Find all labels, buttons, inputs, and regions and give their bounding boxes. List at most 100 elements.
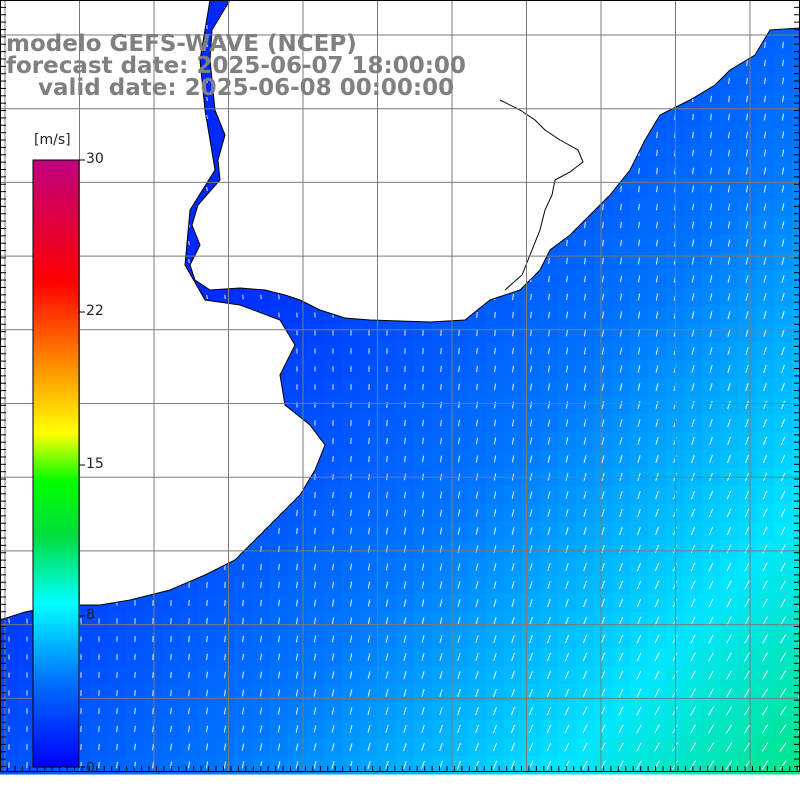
wind-vector [223,761,227,769]
wind-vector [746,59,748,67]
wind-vector [475,527,479,535]
wind-vector [546,724,552,734]
wind-vector [745,239,749,247]
wind-vector [457,688,461,698]
wind-vector [655,508,659,518]
wind-vector [709,436,713,446]
wind-vector [707,760,715,770]
wind-vector [637,401,641,409]
wind-vector [422,419,424,427]
wind-vector [762,508,768,518]
wind-vector [367,725,371,733]
wind-vector [278,653,280,661]
wind-vector [691,401,695,409]
wind-vector [493,617,497,625]
wind-vector [690,706,696,716]
wind-vector [620,239,622,247]
wind-vector [600,742,606,752]
wind-vector [547,634,551,644]
wind-vector [636,580,642,590]
wind-vector [779,760,787,770]
wind-vector [349,617,353,625]
wind-vector [548,293,550,301]
wind-vector [331,617,335,625]
wind-vector [439,581,443,589]
wind-vector [726,706,732,716]
wind-vector [727,436,731,446]
wind-vector [601,544,605,554]
wind-vector [260,635,262,643]
wind-vector [475,652,479,662]
wind-vector [260,617,262,625]
wind-vector [206,42,208,48]
wind-vector [618,616,624,626]
wind-vector [403,527,407,535]
wind-vector [619,455,623,463]
wind-vector [511,455,515,463]
field-cell [792,666,800,685]
wind-vector [206,294,208,300]
wind-vector [746,113,748,121]
wind-vector [601,347,605,355]
field-cell [792,324,800,343]
wind-vector [547,509,551,517]
wind-vector [494,383,496,391]
wind-vector [727,311,731,319]
wind-vector [638,203,640,211]
wind-vector [654,688,660,698]
wind-vector [314,527,316,535]
wind-vector [565,437,569,445]
wind-vector [691,365,695,373]
field-cell [792,54,800,73]
wind-vector [655,490,659,500]
wind-vector [528,724,534,734]
wind-vector [493,545,497,553]
wind-vector [636,760,642,770]
wind-vector [564,688,570,698]
wind-vector [546,742,552,752]
wind-vector [709,239,713,247]
wind-vector [278,599,280,607]
wind-vector [440,401,442,409]
wind-vector [725,760,733,770]
wind-vector [763,221,767,229]
wind-vector [493,437,497,445]
wind-vector [368,527,370,535]
field-cell [792,594,800,613]
wind-vector [780,580,786,590]
wind-vector [566,311,568,319]
wind-vector [637,383,641,391]
wind-vector [781,149,785,157]
field-cell [792,342,800,361]
wind-vector [583,455,587,463]
wind-vector [637,490,641,500]
wind-vector [584,311,586,319]
wind-vector [709,400,713,410]
wind-vector [313,671,317,679]
wind-vector [422,383,424,391]
wind-vector [763,167,767,175]
wind-vector [403,635,407,643]
colorbar-unit: [m/s] [34,132,71,148]
wind-vector [457,491,461,499]
wind-vector [619,311,623,319]
wind-vector [584,293,586,301]
wind-vector [170,725,172,733]
wind-vector [422,437,424,445]
wind-vector [728,113,730,121]
wind-vector [727,203,731,211]
wind-vector [331,743,335,751]
wind-vector [746,131,748,139]
wind-vector [656,167,658,175]
wind-vector [726,580,732,590]
wind-vector [781,221,785,229]
wind-vector [260,599,262,607]
wind-vector [762,436,768,446]
wind-vector [619,293,623,301]
wind-vector [224,635,226,643]
wind-vector [134,761,136,769]
wind-vector [781,275,785,283]
wind-vector [797,765,800,770]
wind-vector [331,599,335,607]
wind-vector [565,616,569,626]
